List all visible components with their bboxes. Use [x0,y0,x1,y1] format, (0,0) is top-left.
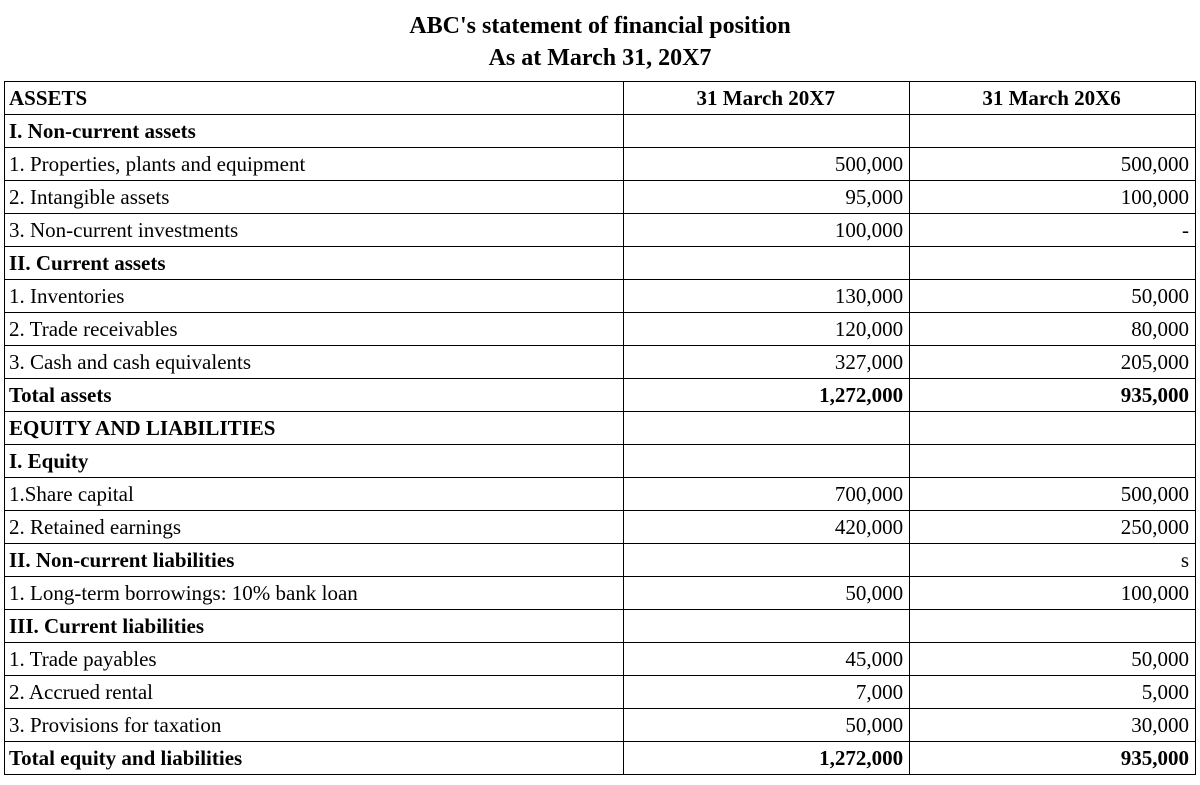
cell-pri: 500,000 [910,147,1196,180]
cell-label: 1. Inventories [5,279,624,312]
cell-pri: 500,000 [910,477,1196,510]
row-accrued-rental: 2. Accrued rental 7,000 5,000 [5,675,1196,708]
cell-pri [910,609,1196,642]
row-cl-header: III. Current liabilities [5,609,1196,642]
cell-pri: 100,000 [910,576,1196,609]
col-assets-label: ASSETS [5,81,624,114]
row-inventories: 1. Inventories 130,000 50,000 [5,279,1196,312]
cell-cur: 420,000 [624,510,910,543]
row-longterm-borrowings: 1. Long-term borrowings: 10% bank loan 5… [5,576,1196,609]
cell-cur: 50,000 [624,708,910,741]
cell-pri: 100,000 [910,180,1196,213]
cell-cur: 100,000 [624,213,910,246]
row-trade-payables: 1. Trade payables 45,000 50,000 [5,642,1196,675]
title-line-1: ABC's statement of financial position [4,10,1196,42]
row-cash: 3. Cash and cash equivalents 327,000 205… [5,345,1196,378]
cell-label: 1.Share capital [5,477,624,510]
cell-label: 2. Accrued rental [5,675,624,708]
cell-cur: 45,000 [624,642,910,675]
cell-pri: 935,000 [910,741,1196,774]
cell-pri: 50,000 [910,642,1196,675]
cell-pri [910,411,1196,444]
row-nci: 3. Non-current investments 100,000 - [5,213,1196,246]
cell-label: I. Non-current assets [5,114,624,147]
cell-label: 3. Provisions for taxation [5,708,624,741]
row-eq-header: I. Equity [5,444,1196,477]
cell-label: 2. Intangible assets [5,180,624,213]
cell-cur: 500,000 [624,147,910,180]
cell-label: 1. Long-term borrowings: 10% bank loan [5,576,624,609]
cell-label: 3. Cash and cash equivalents [5,345,624,378]
statement-title: ABC's statement of financial position As… [4,10,1196,75]
cell-note: s [910,543,1196,576]
row-intangible: 2. Intangible assets 95,000 100,000 [5,180,1196,213]
cell-label: II. Non-current liabilities [5,543,624,576]
cell-label: II. Current assets [5,246,624,279]
cell-pri: 80,000 [910,312,1196,345]
cell-cur: 120,000 [624,312,910,345]
row-share-capital: 1.Share capital 700,000 500,000 [5,477,1196,510]
row-total-eql: Total equity and liabilities 1,272,000 9… [5,741,1196,774]
cell-cur [624,411,910,444]
row-ncl-header: II. Non-current liabilities s [5,543,1196,576]
row-retained-earnings: 2. Retained earnings 420,000 250,000 [5,510,1196,543]
col-period-current: 31 March 20X7 [624,81,910,114]
row-ca-header: II. Current assets [5,246,1196,279]
row-nca-header: I. Non-current assets [5,114,1196,147]
row-receivables: 2. Trade receivables 120,000 80,000 [5,312,1196,345]
cell-pri: 250,000 [910,510,1196,543]
cell-cur [624,609,910,642]
cell-label: 2. Trade receivables [5,312,624,345]
cell-label: Total equity and liabilities [5,741,624,774]
cell-cur: 1,272,000 [624,741,910,774]
cell-cur: 50,000 [624,576,910,609]
cell-pri: - [910,213,1196,246]
header-row: ASSETS 31 March 20X7 31 March 20X6 [5,81,1196,114]
cell-cur: 327,000 [624,345,910,378]
cell-cur: 1,272,000 [624,378,910,411]
cell-label: EQUITY AND LIABILITIES [5,411,624,444]
title-line-2: As at March 31, 20X7 [4,42,1196,74]
cell-cur [624,543,910,576]
balance-sheet-table: ASSETS 31 March 20X7 31 March 20X6 I. No… [4,81,1196,775]
cell-cur: 700,000 [624,477,910,510]
cell-cur [624,444,910,477]
cell-cur [624,114,910,147]
cell-cur: 7,000 [624,675,910,708]
cell-pri: 935,000 [910,378,1196,411]
cell-pri [910,114,1196,147]
col-period-prior: 31 March 20X6 [910,81,1196,114]
cell-label: 2. Retained earnings [5,510,624,543]
cell-pri: 50,000 [910,279,1196,312]
cell-pri: 205,000 [910,345,1196,378]
cell-label: III. Current liabilities [5,609,624,642]
row-tax-provisions: 3. Provisions for taxation 50,000 30,000 [5,708,1196,741]
cell-cur: 130,000 [624,279,910,312]
cell-pri [910,246,1196,279]
cell-cur [624,246,910,279]
cell-pri [910,444,1196,477]
row-eql-header: EQUITY AND LIABILITIES [5,411,1196,444]
cell-pri: 5,000 [910,675,1196,708]
cell-label: I. Equity [5,444,624,477]
cell-label: 1. Trade payables [5,642,624,675]
row-total-assets: Total assets 1,272,000 935,000 [5,378,1196,411]
cell-label: 1. Properties, plants and equipment [5,147,624,180]
cell-label: Total assets [5,378,624,411]
cell-pri: 30,000 [910,708,1196,741]
cell-cur: 95,000 [624,180,910,213]
row-ppe: 1. Properties, plants and equipment 500,… [5,147,1196,180]
cell-label: 3. Non-current investments [5,213,624,246]
